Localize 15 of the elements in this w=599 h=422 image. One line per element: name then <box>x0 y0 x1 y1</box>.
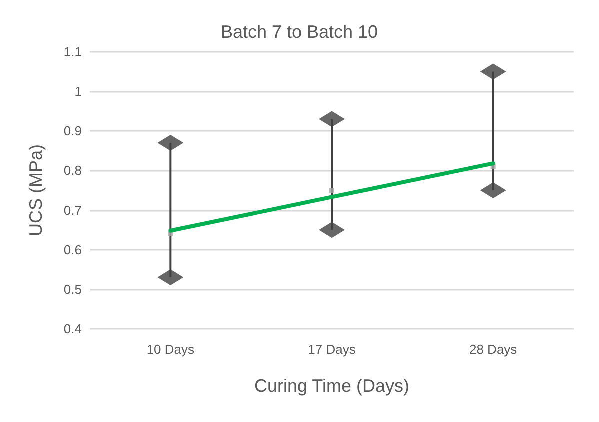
x-axis-title: Curing Time (Days) <box>254 376 410 396</box>
x-tick-label: 10 Days <box>146 342 196 357</box>
y-tick-label: 1 <box>74 84 82 100</box>
y-tick-label: 1.1 <box>64 44 82 60</box>
y-tick-label: 0.4 <box>64 322 82 336</box>
y-axis-title: UCS (MPa) <box>26 144 46 237</box>
y-tick-label: 0.6 <box>64 242 82 258</box>
chart-title: Batch 7 to Batch 10 <box>220 22 378 42</box>
y-tick-label: 0.9 <box>64 124 82 139</box>
x-tick-label: 17 Days <box>308 342 356 357</box>
y-tick-label: 0.5 <box>64 282 82 297</box>
y-tick-label: 0.7 <box>64 202 82 218</box>
y-tick-label: 0.8 <box>64 163 82 178</box>
x-tick-label: 28 Days <box>469 342 518 357</box>
point <box>330 188 334 193</box>
